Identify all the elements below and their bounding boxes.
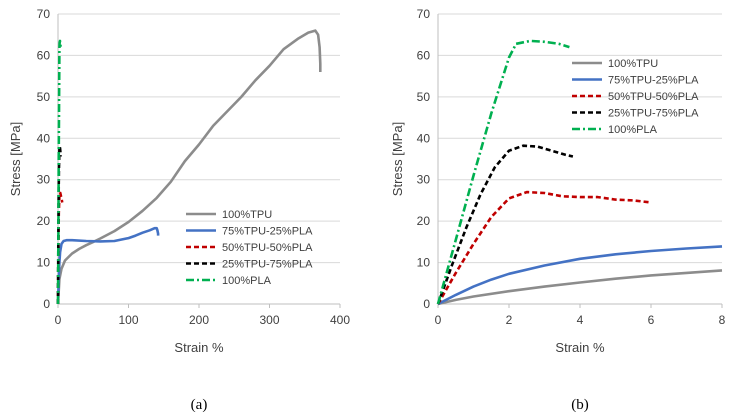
legend-label: 100%PLA: [608, 124, 658, 136]
y-tick-label: 30: [417, 173, 431, 187]
x-tick-label: 300: [259, 313, 279, 327]
y-tick-label: 40: [417, 131, 431, 145]
panel-caption: (a): [191, 397, 208, 413]
x-tick-label: 0: [55, 313, 62, 327]
y-tick-label: 10: [37, 256, 51, 270]
y-axis-label: Stress [MPa]: [390, 122, 405, 196]
panel-caption: (b): [571, 397, 589, 413]
legend: 100%TPU 75%TPU-25%PLA 50%TPU-50%PLA 25%TPU-…: [186, 209, 313, 287]
legend-label: 75%TPU-25%PLA: [608, 75, 699, 87]
y-tick-label: 20: [417, 214, 431, 228]
y-tick-label: 70: [417, 7, 431, 21]
legend-label: 100%PLA: [222, 275, 272, 287]
x-tick-label: 6: [648, 313, 655, 327]
y-tick-label: 10: [417, 256, 431, 270]
series-line-50-tpu-50-pla: [436, 190, 652, 305]
x-tick-label: 4: [577, 313, 584, 327]
chart-panel-b: 0 10 20 30 40 50 60 70 0 2 4 6 8 Stress [MPa] Strain %…: [390, 7, 726, 413]
legend-label: 25%TPU-75%PLA: [222, 259, 313, 271]
series-line-100-pla: [56, 39, 62, 305]
series-line-25-tpu-75-pla: [436, 144, 574, 305]
series-line-100-pla: [436, 39, 570, 305]
chart-panel-a: 0 10 20 30 40 50 60 70 0 100 200 300 400 Stress [MPa]…: [8, 7, 350, 413]
y-tick-label: 60: [417, 48, 431, 62]
x-tick-label: 400: [330, 313, 350, 327]
legend-label: 75%TPU-25%PLA: [222, 226, 313, 238]
series-line-75-tpu-25-pla: [437, 245, 723, 306]
y-tick-label: 70: [37, 7, 51, 21]
y-tick-label: 20: [37, 214, 51, 228]
x-tick-label: 200: [189, 313, 209, 327]
x-tick-label: 0: [435, 313, 442, 327]
x-tick-label: 2: [506, 313, 513, 327]
series-line-100-tpu: [437, 269, 723, 306]
series-line-75-tpu-25-pla: [56, 226, 160, 305]
series-line-100-tpu: [56, 29, 322, 305]
y-axis-label: Stress [MPa]: [8, 122, 23, 196]
legend-label: 50%TPU-50%PLA: [222, 242, 313, 254]
x-tick-label: 100: [118, 313, 138, 327]
y-tick-label: 0: [43, 297, 50, 311]
x-axis-label: Strain %: [555, 340, 605, 355]
x-tick-label: 8: [719, 313, 726, 327]
legend-label: 100%TPU: [608, 58, 658, 70]
legend-label: 50%TPU-50%PLA: [608, 91, 699, 103]
y-tick-label: 40: [37, 131, 51, 145]
y-tick-label: 50: [37, 90, 51, 104]
y-tick-label: 60: [37, 48, 51, 62]
legend: 100%TPU 75%TPU-25%PLA 50%TPU-50%PLA 25%TPU-…: [572, 58, 699, 136]
series-line-25-tpu-75-pla: [56, 144, 62, 305]
x-axis-label: Strain %: [174, 340, 224, 355]
legend-label: 100%TPU: [222, 209, 272, 221]
y-tick-label: 50: [417, 90, 431, 104]
legend-label: 25%TPU-75%PLA: [608, 108, 699, 120]
y-tick-label: 30: [37, 173, 51, 187]
y-tick-label: 0: [423, 297, 430, 311]
